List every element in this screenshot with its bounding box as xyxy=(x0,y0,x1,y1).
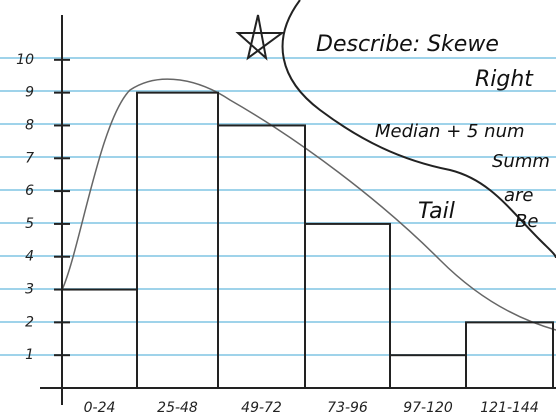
x-tick-label: 0-24 xyxy=(84,400,116,416)
cloud-outline xyxy=(281,0,556,259)
bar xyxy=(465,321,554,390)
y-tick-label: 7 xyxy=(25,150,34,166)
annotation: Tail xyxy=(418,199,455,224)
bar xyxy=(61,288,138,389)
y-tick-label: 3 xyxy=(25,282,34,298)
annotation: Be xyxy=(515,211,538,232)
fitted-curve xyxy=(61,78,556,331)
y-tick-label: 2 xyxy=(25,314,34,330)
paper-lines xyxy=(0,57,556,356)
star xyxy=(235,14,286,61)
annotation: are xyxy=(504,185,534,206)
y-tick-label: 1 xyxy=(25,347,34,363)
annotation: Summ xyxy=(492,151,550,172)
y-tick-label: 6 xyxy=(25,183,34,199)
bar xyxy=(304,222,391,389)
x-tick-label: 97-120 xyxy=(403,400,453,416)
x-tick-label: 49-72 xyxy=(241,400,282,416)
annotation: Describe: Skewe xyxy=(316,32,499,57)
y-tick-label: 4 xyxy=(25,249,34,265)
bar xyxy=(389,354,467,390)
y-tick-label: 5 xyxy=(25,216,34,232)
bar xyxy=(136,91,219,390)
y-tick-label: 8 xyxy=(25,117,34,133)
y-tick-label: 9 xyxy=(25,85,34,101)
x-tick-label: 25-48 xyxy=(157,400,198,416)
x-tick-label: 121-144 xyxy=(480,400,539,416)
annotation: Median + 5 num xyxy=(375,121,525,142)
annotation: Right xyxy=(475,67,534,92)
y-tick-label: 10 xyxy=(16,52,34,68)
x-tick-label: 73-96 xyxy=(327,400,368,416)
